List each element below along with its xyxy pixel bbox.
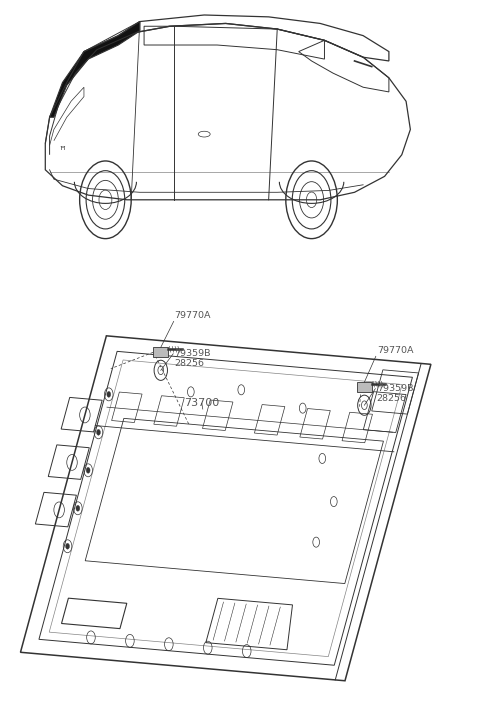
Text: 79770A: 79770A [175, 311, 211, 320]
Polygon shape [153, 347, 168, 357]
Circle shape [107, 391, 111, 397]
Circle shape [76, 505, 80, 511]
Polygon shape [357, 382, 372, 392]
Text: 79770A: 79770A [377, 346, 413, 355]
Circle shape [66, 544, 70, 549]
Circle shape [96, 430, 100, 435]
Text: 79359B: 79359B [175, 349, 211, 358]
Text: 79359B: 79359B [377, 384, 413, 393]
Text: 28256: 28256 [175, 360, 204, 368]
Text: 73700: 73700 [184, 399, 219, 409]
Circle shape [86, 467, 90, 473]
Text: Ħ: Ħ [60, 146, 65, 151]
Polygon shape [49, 22, 140, 117]
Text: 28256: 28256 [377, 394, 407, 404]
